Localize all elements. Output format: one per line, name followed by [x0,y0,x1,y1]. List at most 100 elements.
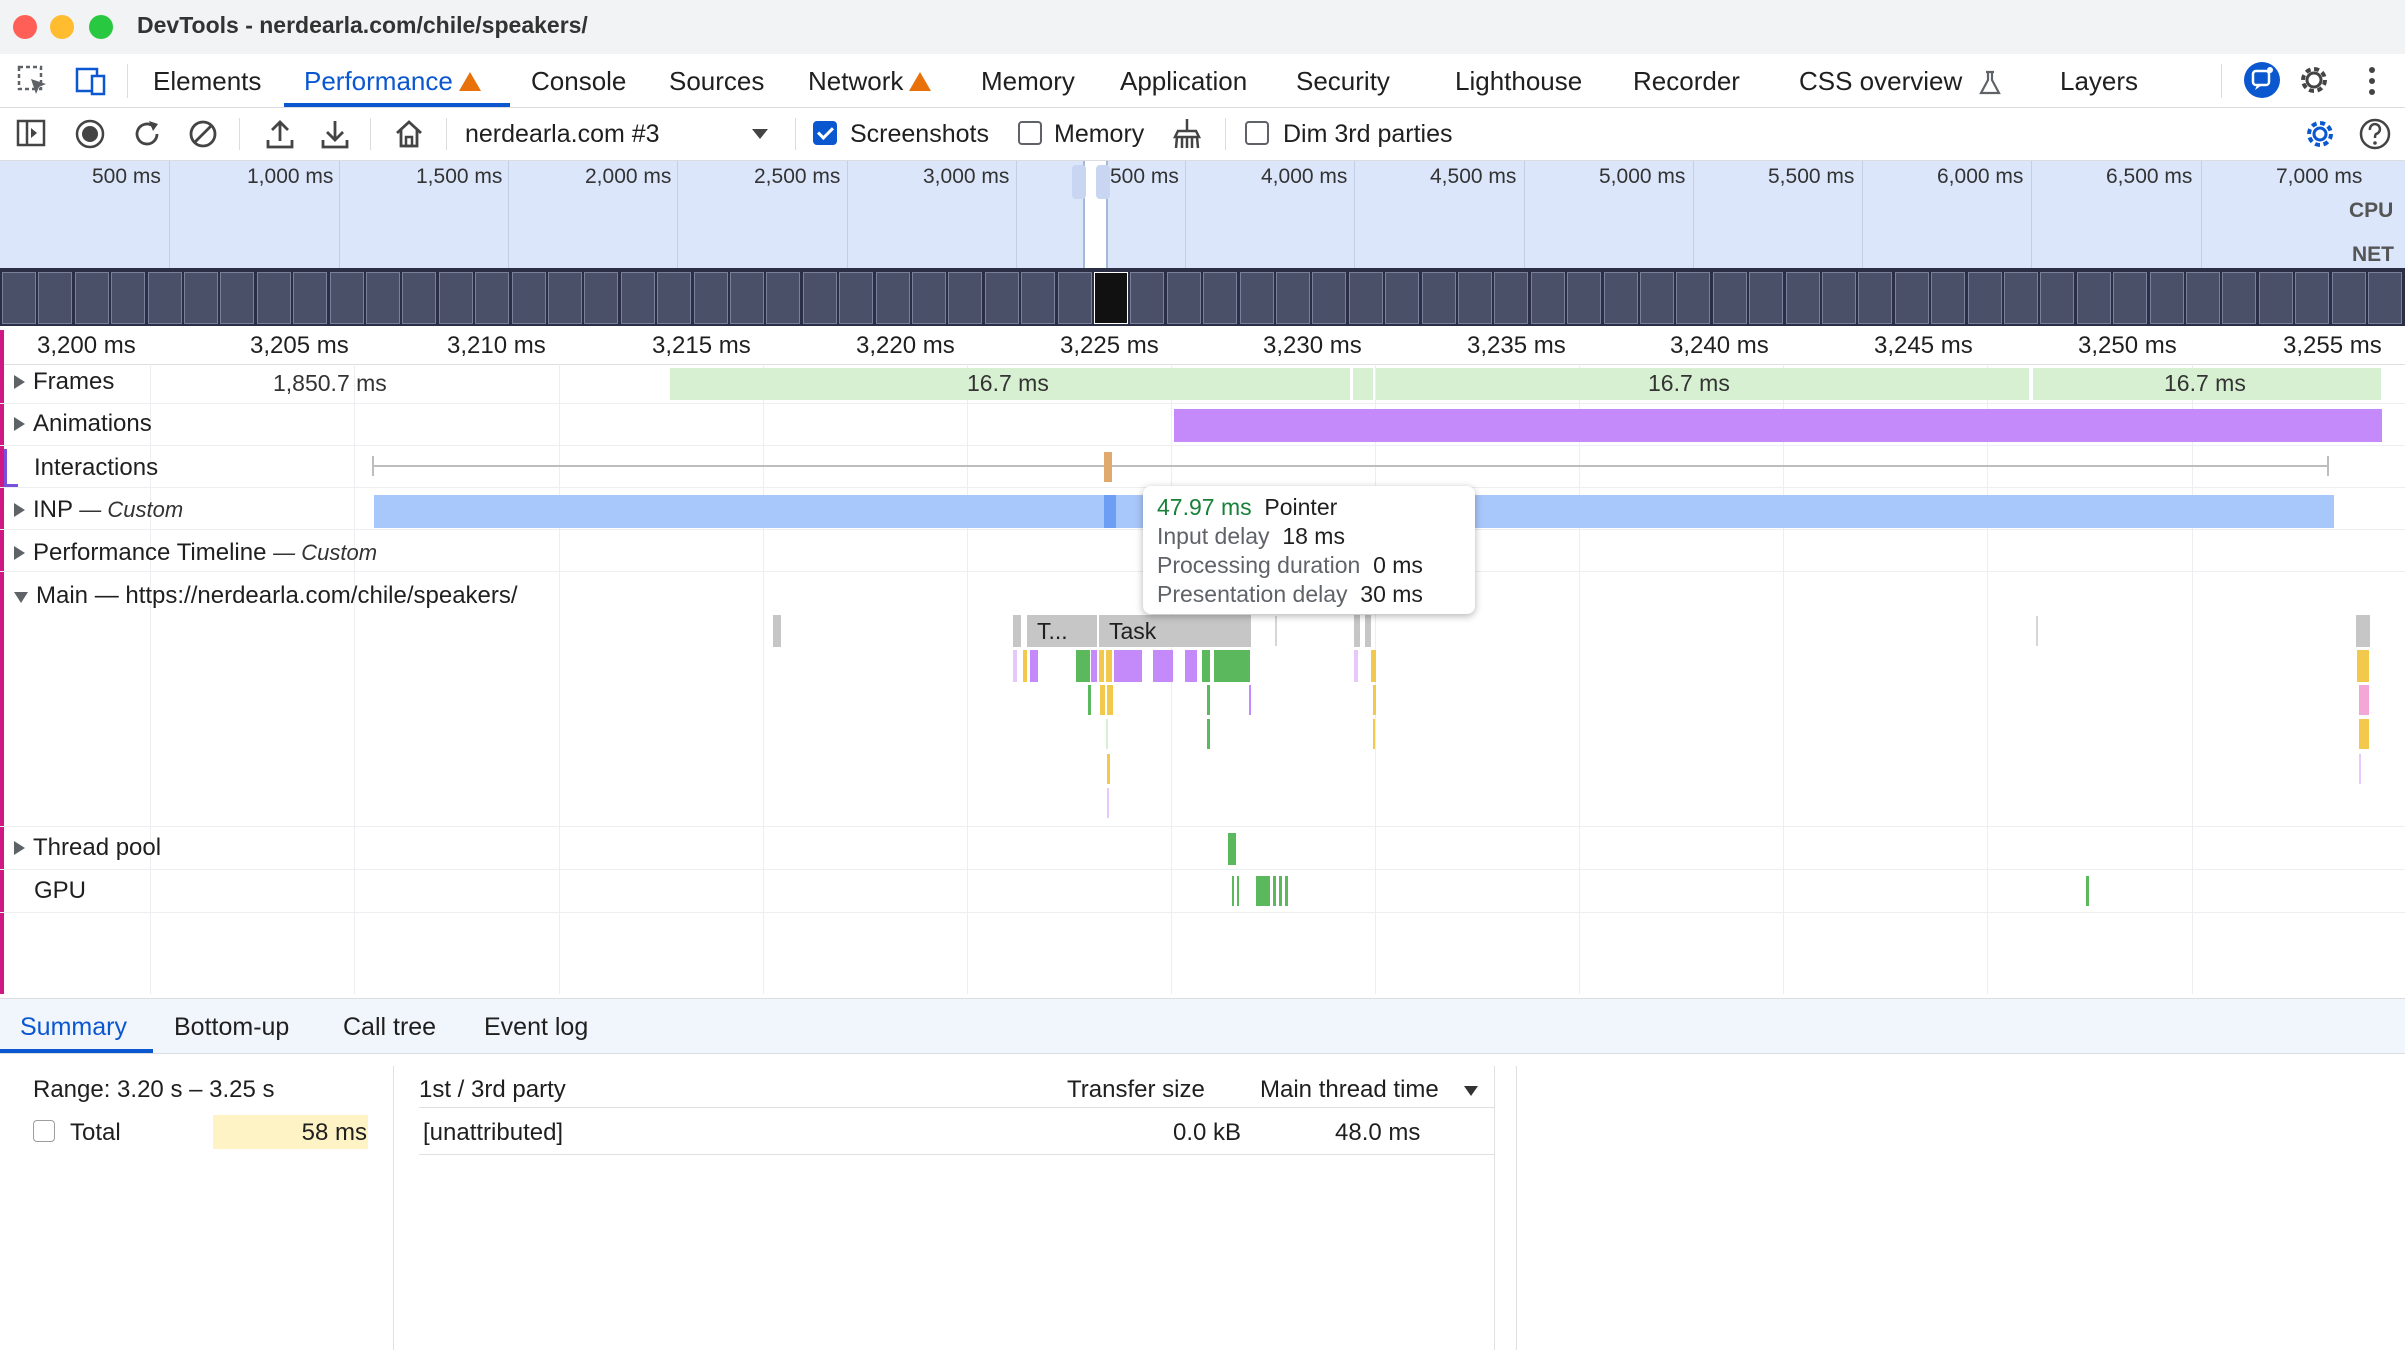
screenshot-thumbnail[interactable] [1094,272,1128,324]
device-toolbar-icon[interactable] [74,64,108,98]
tab-css-overview[interactable]: CSS overview [1799,66,2002,97]
task-block[interactable] [1013,615,1021,647]
inp-marker[interactable] [1104,495,1116,528]
event-block[interactable] [1207,719,1210,749]
screenshot-thumbnail[interactable] [1385,272,1420,324]
screenshot-thumbnail[interactable] [1276,272,1310,324]
task-block[interactable] [1201,615,1251,647]
event-block[interactable] [1023,650,1027,682]
screenshot-thumbnail[interactable] [2331,272,2366,324]
tab-sources[interactable]: Sources [669,66,765,96]
event-block[interactable] [1373,719,1375,749]
event-block[interactable] [1106,719,1108,749]
screenshot-thumbnail[interactable] [2004,272,2038,324]
screenshot-thumbnail[interactable] [256,272,291,324]
event-block[interactable] [1185,650,1197,682]
tab-security[interactable]: Security [1296,66,1390,96]
screenshot-thumbnail[interactable] [1822,272,1856,324]
screenshot-thumbnail[interactable] [1712,272,1747,324]
event-block[interactable] [2359,685,2369,715]
frame-block[interactable] [1376,368,2029,400]
tab-performance[interactable]: Performance [304,66,481,97]
screenshot-thumbnail[interactable] [475,272,510,324]
tab-event-log[interactable]: Event log [484,1013,589,1041]
event-block[interactable] [1114,650,1142,682]
gpu-event[interactable] [2086,876,2089,906]
screenshot-thumbnail[interactable] [1530,272,1565,324]
event-block[interactable] [1013,650,1017,682]
event-block[interactable] [1076,650,1090,682]
zoom-window-button[interactable] [89,15,113,39]
screenshot-thumbnail[interactable] [1567,272,1602,324]
frame-block[interactable] [2033,368,2381,400]
event-block[interactable] [1249,685,1251,715]
screenshot-thumbnail[interactable] [657,272,692,324]
event-block[interactable] [1153,650,1173,682]
screenshot-thumbnail[interactable] [1858,272,1893,324]
col-transfer-header[interactable]: Transfer size [1067,1076,1205,1103]
selection-handle-right[interactable] [1096,165,1110,199]
reload-record-icon[interactable] [131,118,163,150]
screenshot-thumbnail[interactable] [766,272,801,324]
screenshot-thumbnail[interactable] [2113,272,2148,324]
clear-icon[interactable] [187,118,219,150]
screenshot-thumbnail[interactable] [2,272,36,324]
gpu-event[interactable] [1256,876,1270,906]
event-block[interactable] [1107,754,1110,784]
tab-elements[interactable]: Elements [153,66,262,96]
event-block[interactable] [1371,650,1376,682]
event-block[interactable] [1100,685,1105,715]
gpu-event[interactable] [1285,876,1288,906]
event-block[interactable] [1354,650,1358,682]
screenshot-thumbnail[interactable] [839,272,874,324]
screenshot-thumbnail[interactable] [402,272,437,324]
screenshot-thumbnail[interactable] [1348,272,1383,324]
screenshot-thumbnail[interactable] [948,272,983,324]
gpu-event[interactable] [1232,876,1234,906]
screenshot-thumbnail[interactable] [1894,272,1929,324]
screenshot-thumbnail[interactable] [293,272,328,324]
screenshot-thumbnail[interactable] [693,272,728,324]
tab-console[interactable]: Console [531,66,627,96]
screenshot-thumbnail[interactable] [620,272,655,324]
screenshot-thumbnail[interactable] [1239,272,1274,324]
screenshot-thumbnail[interactable] [1203,272,1238,324]
chevron-down-icon[interactable] [751,128,769,140]
screenshot-thumbnail[interactable] [2258,272,2293,324]
screenshot-thumbnail[interactable] [2295,272,2330,324]
tab-call-tree[interactable]: Call tree [343,1013,437,1041]
col-party-header[interactable]: 1st / 3rd party [419,1076,566,1103]
col-main-thread-header[interactable]: Main thread time [1260,1076,1439,1104]
event-block[interactable] [2359,719,2369,749]
screenshot-thumbnail[interactable] [184,272,218,324]
screenshot-thumbnail[interactable] [1130,272,1165,324]
tab-lighthouse[interactable]: Lighthouse [1455,66,1583,96]
more-options-icon[interactable] [2362,64,2382,98]
task-block[interactable] [1275,616,1277,646]
event-block[interactable] [1107,788,1109,818]
screenshot-thumbnail[interactable] [1967,272,2002,324]
task-block[interactable] [2356,615,2370,647]
interaction-event[interactable] [1104,452,1112,482]
screenshot-thumbnail[interactable] [329,272,364,324]
screenshot-thumbnail[interactable] [1421,272,1456,324]
inspect-element-icon[interactable] [16,64,50,98]
main-track-header[interactable]: Main — https://nerdearla.com/chile/speak… [14,582,518,610]
tab-network[interactable]: Network [808,66,932,97]
task-block[interactable]: Task [1099,615,1201,647]
screenshot-thumbnail[interactable] [366,272,400,324]
tab-memory[interactable]: Memory [981,66,1075,96]
gpu-event[interactable] [1273,876,1276,906]
screenshot-thumbnail[interactable] [548,272,582,324]
event-block[interactable] [1088,685,1091,715]
animation-block[interactable] [1174,409,2382,442]
task-block[interactable] [1365,615,1371,647]
dim-third-parties-checkbox[interactable] [1245,121,1269,145]
minimize-window-button[interactable] [50,15,74,39]
screenshot-thumbnail[interactable] [74,272,109,324]
screenshot-thumbnail[interactable] [912,272,946,324]
event-block[interactable] [1107,685,1113,715]
screenshot-thumbnail[interactable] [2368,272,2402,324]
event-block[interactable] [1202,650,1210,682]
total-checkbox[interactable] [33,1120,55,1142]
